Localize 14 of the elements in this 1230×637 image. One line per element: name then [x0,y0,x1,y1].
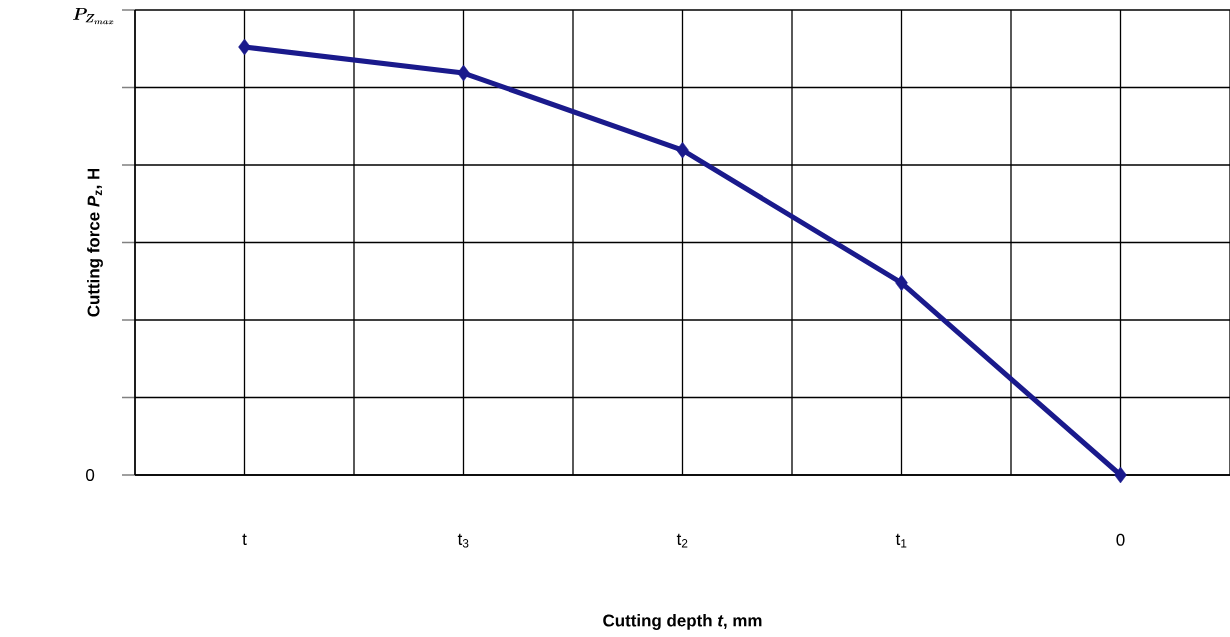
point [895,274,908,292]
x-tick-label: 0 [1116,533,1125,546]
x-tick-label: t [242,533,247,545]
point [457,64,470,82]
text: $P_{Z_{max}}$ [73,7,114,25]
x-tick-label: t$_{2}$ [676,533,688,548]
point [1114,466,1127,484]
x-tick-label: t$_{3}$ [457,533,469,548]
x-axis-title: Cutting depth t, mm [603,614,762,630]
x-tick-label: t$_{1}$ [895,533,907,548]
point [238,38,251,56]
point [676,141,689,159]
text: 0 [86,469,95,481]
y-axis-title: Cutting force P$_{z}$, H [87,168,103,317]
